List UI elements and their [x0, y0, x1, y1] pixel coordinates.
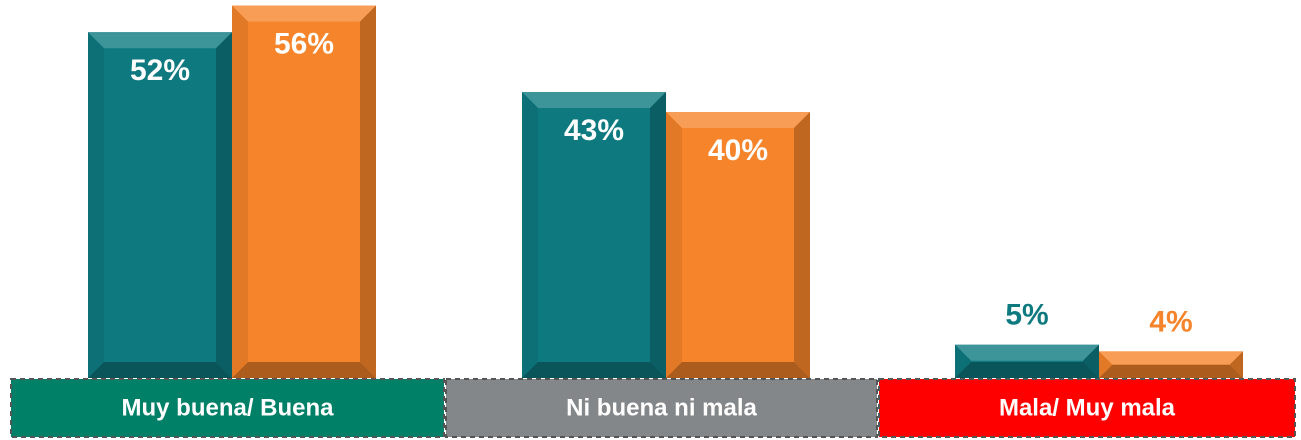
bar-bevel-left	[666, 112, 682, 378]
bar-bevel-right	[360, 5, 376, 378]
bar	[88, 32, 232, 378]
bar-bevel-right	[216, 32, 232, 378]
bar-bevel-left	[88, 32, 104, 378]
value-label: 52%	[130, 54, 190, 87]
bar-bevel-left	[522, 92, 538, 379]
category-box	[878, 378, 1296, 438]
category-label: Mala/ Muy mala	[999, 394, 1176, 421]
category-label: Muy buena/ Buena	[121, 394, 334, 421]
bar	[666, 112, 810, 378]
bar-bevel-right	[1229, 351, 1243, 378]
bar-bevel-bottom	[1099, 364, 1243, 378]
bar-bevel-top	[232, 5, 376, 22]
bar-bevel-left	[955, 344, 971, 378]
bar-bevel-top	[522, 92, 666, 109]
bar-bevel-top	[955, 344, 1099, 361]
bar-bevel-right	[794, 112, 810, 378]
bar-group	[232, 5, 376, 378]
category-box	[10, 378, 445, 438]
value-label: 40%	[708, 134, 768, 167]
bar-bevel-top	[88, 32, 232, 49]
bar-bevel-top	[666, 112, 810, 128]
bar-group	[522, 92, 666, 379]
bar-bevel-bottom	[666, 362, 810, 378]
bar	[232, 5, 376, 378]
bar-bevel-top	[1099, 351, 1243, 365]
bar-bevel-bottom	[955, 362, 1099, 378]
category-label: Ni buena ni mala	[566, 394, 757, 421]
bar-bevel-left	[1099, 351, 1113, 378]
value-label: 5%	[1005, 299, 1048, 332]
bar	[522, 92, 666, 379]
bar-bevel-bottom	[522, 362, 666, 378]
bar-bevel-right	[1083, 344, 1099, 378]
bar-bevel-bottom	[88, 362, 232, 378]
value-label: 56%	[274, 28, 334, 61]
bar-bevel-left	[232, 5, 248, 378]
bar-bevel-right	[650, 92, 666, 379]
category-box	[445, 378, 878, 438]
bar-group	[666, 112, 810, 378]
bar-group	[955, 344, 1099, 378]
bar-bevel-bottom	[232, 362, 376, 378]
value-label: 43%	[564, 114, 624, 147]
value-label: 4%	[1149, 305, 1192, 338]
bar-group	[1099, 351, 1243, 378]
bar-group	[88, 32, 232, 378]
